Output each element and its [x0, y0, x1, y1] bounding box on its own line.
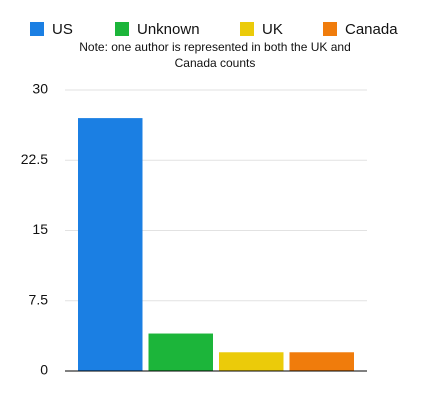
- y-tick-label: 0: [40, 362, 48, 378]
- legend-label: Unknown: [137, 21, 200, 38]
- legend-swatch: [323, 22, 337, 36]
- legend-swatch: [30, 22, 44, 36]
- legend-label: Canada: [345, 21, 398, 38]
- y-tick-label: 30: [32, 81, 48, 97]
- bar: [78, 118, 143, 371]
- y-tick-label: 15: [32, 221, 48, 237]
- bar: [219, 352, 284, 371]
- chart-note: Note: one author is represented in both …: [79, 40, 351, 70]
- legend-label: US: [52, 21, 73, 38]
- y-tick-label: 22.5: [21, 151, 48, 167]
- legend-label: UK: [262, 21, 283, 38]
- legend-swatch: [115, 22, 129, 36]
- y-tick-label: 7.5: [29, 291, 49, 307]
- bar: [289, 352, 354, 371]
- legend-swatch: [240, 22, 254, 36]
- bar: [148, 333, 213, 371]
